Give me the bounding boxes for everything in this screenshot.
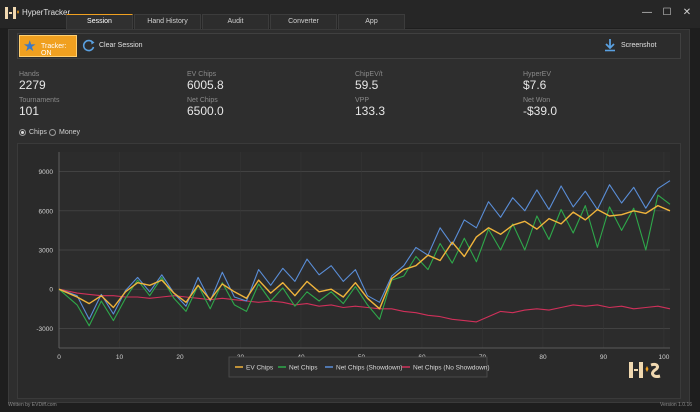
chip-graph: -300003000600090000102030405060708090100… [17,143,681,399]
footer-credit: Written by EVDiff.com [8,402,57,408]
screenshot-button[interactable]: Screenshot [604,38,662,54]
y-tick-label: -3000 [36,326,53,333]
close-button[interactable]: ✕ [682,7,692,18]
maximize-button[interactable]: ☐ [662,7,672,18]
stat-ev-chips: EV Chips 6005.8 [187,70,224,92]
x-tick-label: 90 [600,354,608,361]
tab-app[interactable]: App [338,14,405,29]
footer-version: Version 1.0.16 [660,402,692,408]
stat-vpp: VPP 133.3 [355,96,385,118]
star-icon: ★ [23,38,37,55]
chip-graph-svg: -300003000600090000102030405060708090100… [36,152,671,378]
app-title: HyperTracker [22,8,71,17]
stat-chip-ev-t-value: 59.5 [355,78,379,92]
legend-box [228,356,488,378]
session-panel: ★ Tracker: ON Clear Session Screenshot H… [8,29,690,403]
stat-chip-ev-t: ChipEV/t 59.5 [355,70,383,92]
radio-chips-label: Chips [29,129,47,136]
x-tick-label: 10 [116,354,124,361]
tab-session[interactable]: Session [66,14,133,29]
stat-tournaments-label: Tournaments [19,97,60,104]
legend-label: Net Chips (Showdown) [336,365,402,372]
clear-session-label: Clear Session [99,42,143,49]
x-tick-label: 80 [539,354,547,361]
stat-hands-value: 2279 [19,78,46,92]
x-tick-label: 20 [176,354,184,361]
stat-hyper-ev-value: $7.6 [523,78,547,92]
screenshot-label: Screenshot [621,42,657,49]
stat-net-chips: Net Chips 6500.0 [187,96,224,118]
stat-tournaments-value: 101 [19,104,40,118]
stat-hyper-ev-label: HyperEV [523,71,552,78]
y-tick-label: 6000 [39,208,54,215]
stat-hyper-ev: HyperEV $7.6 [523,70,551,92]
series-line-ev-chips [58,204,671,310]
legend-label: EV Chips [246,365,274,372]
stat-net-chips-value: 6500.0 [187,104,224,118]
refresh-icon [82,39,95,52]
tracker-label: Tracker: ON [41,43,67,57]
tracker-toggle-button[interactable]: ★ Tracker: ON [19,35,77,57]
stat-tournaments: Tournaments 101 [19,96,59,118]
y-tick-label: 0 [49,287,53,294]
radio-chips-dot [19,129,26,136]
stat-net-won-value: -$39.0 [523,104,558,118]
stat-hands: Hands 2279 [19,70,46,92]
main-tabs: Session Hand History Audit Converter App [66,14,406,29]
stat-net-won: Net Won -$39.0 [523,96,557,118]
stat-net-chips-label: Net Chips [187,97,218,104]
radio-money-dot [49,129,56,136]
y-tick-label: 9000 [39,169,54,176]
stat-ev-chips-value: 6005.8 [187,78,224,92]
x-tick-label: 100 [659,354,670,361]
legend-label: Net Chips (No Showdown) [413,365,490,372]
y-tick-label: 3000 [39,248,54,255]
download-icon [605,39,615,52]
minimize-button[interactable]: — [642,7,652,18]
stat-vpp-label: VPP [355,97,370,104]
session-toolbar: ★ Tracker: ON Clear Session Screenshot [17,33,681,59]
stat-ev-chips-label: EV Chips [187,71,217,78]
radio-money-label: Money [59,129,81,136]
tab-audit[interactable]: Audit [202,14,269,29]
tab-converter[interactable]: Converter [270,14,337,29]
legend-label: Net Chips [289,365,318,372]
tab-hand-history[interactable]: Hand History [134,14,201,29]
app-logo-icon [5,7,19,19]
stat-hands-label: Hands [19,71,40,78]
x-tick-label: 0 [57,354,61,361]
series-line-net-chips-showdown [58,180,671,320]
brand-logo-icon [629,362,661,378]
stat-net-won-label: Net Won [523,97,551,104]
series-line-net-chips-no-showdown [58,288,671,323]
stat-vpp-value: 133.3 [355,104,386,118]
stat-chip-ev-t-label: ChipEV/t [355,71,383,78]
